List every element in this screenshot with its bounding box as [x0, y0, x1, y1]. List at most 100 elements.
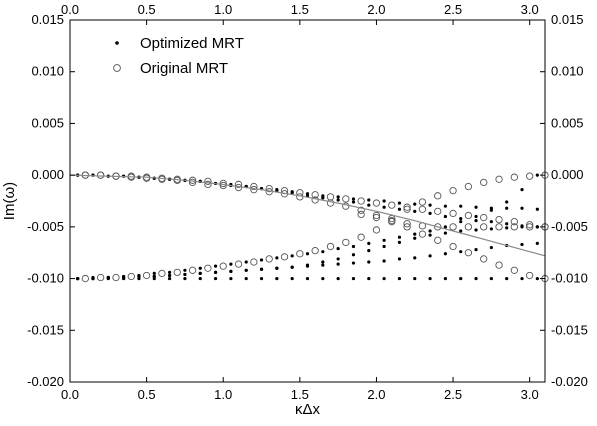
original-point	[234, 180, 243, 189]
original-point	[219, 179, 227, 188]
x-tick-label-bottom: 0.0	[61, 387, 79, 402]
x-tick-label-bottom: 0.5	[138, 387, 156, 402]
original-point	[357, 233, 365, 241]
optimized-point	[382, 238, 386, 242]
x-tick-label-bottom: 1.5	[291, 387, 309, 402]
original-point	[495, 215, 503, 224]
original-point	[296, 250, 304, 258]
optimized-point	[106, 275, 110, 280]
original-point	[526, 221, 534, 229]
legend-marker-optimized	[115, 41, 119, 45]
original-point	[357, 206, 365, 214]
original-point	[449, 209, 457, 218]
original-point	[127, 272, 135, 281]
original-point	[204, 180, 212, 189]
optimized-point	[443, 231, 448, 235]
optimized-point	[336, 262, 340, 266]
original-point	[311, 196, 319, 204]
original-point	[372, 226, 381, 234]
optimized-point	[520, 276, 524, 281]
optimized-point	[382, 205, 386, 209]
optimized-point	[290, 191, 294, 195]
original-point	[142, 271, 151, 280]
optimized-point	[367, 276, 371, 281]
optimized-point	[275, 276, 279, 281]
legend-label: Original MRT	[140, 60, 228, 77]
optimized-point	[413, 236, 417, 240]
optimized-point	[244, 260, 248, 264]
original-point	[510, 173, 519, 181]
y-tick-label-left: -0.020	[27, 374, 64, 389]
original-point	[510, 266, 519, 274]
x-tick-label-bottom: 3.0	[521, 387, 539, 402]
original-point	[418, 198, 427, 206]
optimized-point	[443, 276, 448, 281]
optimized-point	[351, 244, 356, 249]
optimized-point	[321, 250, 325, 254]
optimized-point	[459, 229, 463, 233]
optimized-point	[397, 207, 402, 211]
optimized-point	[443, 204, 448, 208]
optimized-point	[198, 271, 202, 275]
optimized-point	[198, 266, 202, 270]
original-point	[464, 182, 473, 191]
x-tick-label-top: 2.5	[444, 2, 462, 17]
optimized-point	[459, 220, 463, 224]
optimized-point	[367, 198, 371, 202]
optimized-point	[535, 276, 539, 281]
original-point	[326, 242, 335, 251]
optimized-point	[428, 211, 432, 216]
optimized-point	[413, 256, 417, 260]
original-point	[526, 271, 534, 280]
original-point	[480, 255, 488, 263]
original-point	[403, 205, 411, 213]
original-point	[510, 223, 519, 231]
optimized-point	[489, 208, 493, 212]
optimized-point	[290, 276, 294, 281]
optimized-point	[367, 241, 371, 246]
y-tick-label-right: 0.000	[551, 167, 584, 182]
original-point	[403, 203, 411, 211]
optimized-point	[520, 242, 524, 247]
optimized-point	[351, 200, 356, 204]
y-tick-label-left: 0.000	[31, 167, 64, 182]
optimized-point	[213, 276, 218, 281]
legend-label: Optimized MRT	[140, 35, 244, 52]
original-point	[526, 223, 534, 231]
optimized-point	[305, 276, 310, 281]
optimized-point	[76, 276, 80, 281]
optimized-point	[520, 225, 524, 229]
optimized-point	[321, 263, 325, 267]
original-point	[112, 273, 120, 282]
x-tick-label-top: 0.0	[61, 2, 79, 17]
x-tick-label-top: 0.5	[138, 2, 156, 17]
optimized-point	[229, 262, 233, 266]
optimized-point	[443, 252, 448, 256]
optimized-point	[505, 222, 509, 226]
original-point	[342, 195, 350, 203]
optimized-point	[428, 276, 432, 281]
y-tick-label-right: -0.020	[551, 374, 588, 389]
original-point	[495, 223, 503, 231]
optimized-point	[351, 253, 356, 257]
optimized-point	[413, 276, 417, 281]
y-tick-label-right: -0.010	[551, 271, 588, 286]
optimized-point	[474, 248, 478, 252]
optimized-point	[535, 225, 539, 229]
original-point	[434, 207, 442, 215]
original-point	[372, 213, 381, 222]
original-point	[480, 213, 488, 222]
original-point	[250, 258, 258, 266]
original-point	[388, 218, 396, 226]
optimized-point	[321, 196, 325, 200]
y-tick-label-left: 0.005	[31, 115, 64, 130]
optimized-point	[244, 276, 248, 281]
optimized-point	[535, 241, 539, 246]
optimized-point	[413, 209, 417, 213]
x-tick-label-bottom: 1.0	[214, 387, 232, 402]
original-point	[204, 177, 212, 185]
optimized-point	[505, 206, 509, 210]
optimized-point	[351, 276, 356, 281]
original-point	[434, 236, 442, 244]
